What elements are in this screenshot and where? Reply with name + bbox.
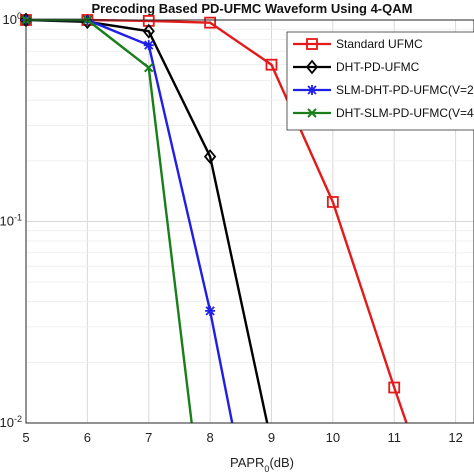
x-tick-label-7: 12 [448,430,462,445]
legend-label-1: DHT-PD-UFMC [336,60,420,74]
data-point-2-3 [205,305,216,316]
legend-item-2: SLM-DHT-PD-UFMC(V=2) [293,83,474,97]
data-point-0-3 [204,16,217,29]
data-point-0-5 [326,196,339,208]
x-tick-label-0: 5 [22,430,29,445]
data-point-2-2 [143,40,154,51]
data-point-0-6 [388,381,401,394]
legend-label-0: Standard UFMC [336,37,423,51]
legend-swatch-marker-2 [307,85,317,95]
data-point-0-4 [265,58,278,71]
x-tick-label-3: 8 [206,430,213,445]
y-tick-label-0: 100 [3,11,22,27]
x-tick-label-4: 9 [268,430,275,445]
legend-swatch-marker-0 [306,38,318,50]
legend-swatch-marker-3 [307,108,317,118]
x-tick-label-6: 11 [387,430,401,445]
legend-swatch-marker-1 [305,59,319,75]
chart-title: Precoding Based PD-UFMC Waveform Using 4… [92,1,413,16]
y-tick-label-1: 10-1 [0,213,22,229]
x-axis-label: PAPR0(dB) [230,455,294,474]
tick-labels: 5 6 7 8 9 10 11 12 100 10-1 10-2 [0,11,463,445]
legend: Standard UFMC DHT-PD-UFMC SLM-DHT-PD-UFMC(… [286,31,474,131]
y-tick-label-2: 10-2 [0,414,22,430]
data-point-1-2 [142,23,155,39]
data-point-3-2 [144,62,154,73]
legend-label-2: SLM-DHT-PD-UFMC(V=2) [336,83,474,97]
data-point-1-3 [203,149,217,164]
legend-label-3: DHT-SLM-PD-UFMC(V=4) [336,106,474,120]
legend-item-1: DHT-PD-UFMC [293,59,420,75]
x-tick-label-2: 7 [145,430,152,445]
x-tick-label-5: 10 [326,430,340,445]
plot-frame [25,19,474,424]
legend-item-3: DHT-SLM-PD-UFMC(V=4) [293,106,474,120]
x-tick-label-1: 6 [84,430,91,445]
legend-item-0: Standard UFMC [293,37,423,51]
